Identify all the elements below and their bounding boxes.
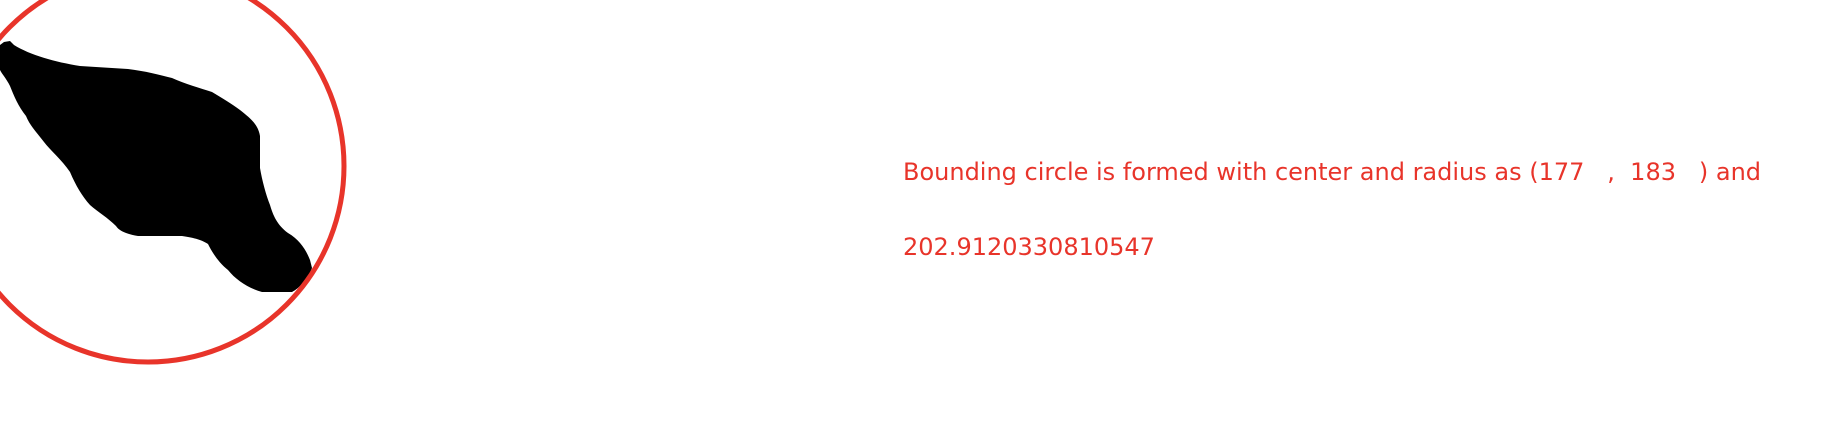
caption-line-center-radius: Bounding circle is formed with center an… bbox=[903, 158, 1762, 186]
caption-line-radius-value: 202.9120330810547 bbox=[903, 233, 1155, 261]
black-blob-shape bbox=[0, 41, 312, 292]
bounding-circle bbox=[0, 0, 347, 365]
